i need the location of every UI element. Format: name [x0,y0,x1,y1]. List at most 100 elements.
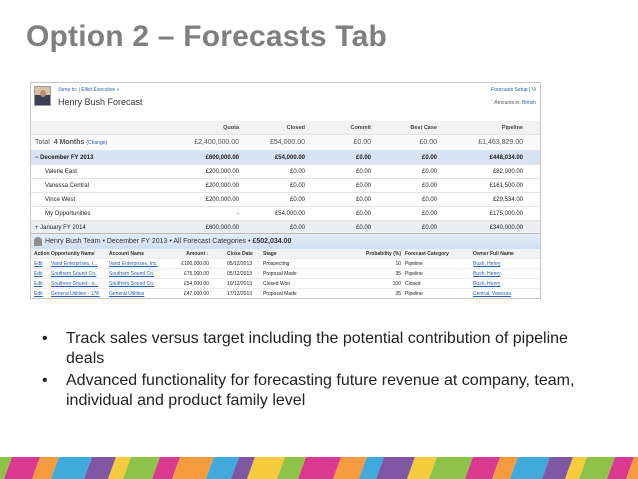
decorative-footer [0,457,638,479]
owner-link[interactable]: Bush, Henry [473,271,501,277]
owner-link[interactable]: Bush, Henry [473,281,501,287]
amount-cell: £54,000.00 [183,281,209,287]
cell-closed: £0.00 [289,225,305,231]
row-label: Valerie East [45,169,77,175]
account-link[interactable]: Southern Sound Co. [109,271,155,277]
cell-best-case: £0.00 [421,197,437,203]
footer-stripe [298,457,341,479]
opportunity-link[interactable]: Southern Sound Co. [51,271,97,277]
opportunity-link[interactable]: Vand Enterprises, I... [51,261,98,267]
opportunity-link[interactable]: Southern Sound - n... [51,281,99,287]
th-forecast-category[interactable]: Forecast Category [405,251,449,257]
footer-stripe [565,457,587,479]
grid-row[interactable]: Vanessa Central £200,000.00 £0.00 £0.00 … [31,179,540,193]
total-text: Total [35,139,50,146]
owner-link[interactable]: Central, Vanessa [473,291,511,297]
amount-cell: £75,000.00 [183,271,209,277]
cell-best-case: £0.00 [421,225,437,231]
close-date-cell: 17/12/2013 [227,291,253,297]
forecast-category-cell: Pipeline [405,271,423,277]
th-stage[interactable]: Stage [263,251,277,257]
cell-closed: £0.00 [289,197,305,203]
bullet-item: • Advanced functionality for forecasting… [40,371,600,411]
slide-title: Option 2 – Forecasts Tab [26,20,387,53]
change-period-link[interactable]: (Change) [86,140,108,146]
cell-pipeline: £82,000.00 [492,169,523,175]
close-date-cell: 05/12/2013 [227,261,253,267]
account-link[interactable]: General Utilities [109,291,145,297]
table-row: Edit Southern Sound - n... Southern Soun… [31,279,540,289]
footer-stripe [492,457,518,479]
th-account[interactable]: Account Name [109,251,145,257]
footer-stripe [359,457,384,479]
table-row: Edit General Utilities - 17K General Uti… [31,289,540,298]
footer-stripe [51,457,92,479]
team-panel: Henry Bush Team • December FY 2013 • All… [31,233,540,298]
footer-stripe [206,457,239,479]
cell-pipeline: £340,000.00 [489,225,523,231]
amounts-currency-link[interactable]: British [522,100,536,106]
bullet-text: Advanced functionality for forecasting f… [66,372,575,409]
footer-stripe [0,457,12,479]
cell-quota: £200,000.00 [205,197,239,203]
footer-stripe [429,457,473,479]
th-close-date[interactable]: Close Date [227,251,253,257]
col-pipeline: Pipeline [501,125,523,131]
forecast-category-cell: Pipeline [405,261,423,267]
cell-closed: £0.00 [289,169,305,175]
th-probability[interactable]: Probability (%) [365,251,401,257]
team-icon [34,237,42,246]
total-label: Total 4 Months (Change) [35,135,107,150]
cell-pipeline: £29,534.00 [492,197,523,203]
grid-row[interactable]: Valerie East £200,000.00 £0.00 £0.00 £0.… [31,165,540,179]
grid-header-row: Quota Closed Commit Best Case Pipeline [31,121,540,135]
grid-total-row: Total 4 Months (Change) £2,400,000.00 £5… [31,135,540,151]
cell-closed: £54,000.00 [274,155,305,161]
cell-pipeline: £448,034.00 [489,155,523,161]
edit-link[interactable]: Edit [34,291,43,297]
jump-to-link[interactable]: Jump to: | Elliot Executive » [58,87,120,93]
grid-row[interactable]: Vince West £200,000.00 £0.00 £0.00 £0.00… [31,193,540,207]
forecasts-setup-link[interactable]: Forecasts Setup | Vi [491,87,536,93]
cell-best-case: £0.00 [421,183,437,189]
probability-cell: 35 [395,271,401,277]
opportunity-link[interactable]: General Utilities - 17K [51,291,100,297]
th-opportunity[interactable]: Opportunity Name [51,251,95,257]
team-panel-header: Henry Bush Team • December FY 2013 • All… [31,234,540,249]
amount-cell: £47,000.00 [183,291,209,297]
cell-commit: £0.00 [355,183,371,189]
total-quota: £2,400,000.00 [194,139,239,146]
grid-row[interactable]: My Opportunities - £54,000.00 £0.00 £0.0… [31,207,540,221]
cell-best-case: £0.00 [421,169,437,175]
edit-link[interactable]: Edit [34,271,43,277]
cell-quota: £200,000.00 [205,169,239,175]
row-label: − December FY 2013 [35,155,94,161]
owner-link[interactable]: Bush, Henry [473,261,501,267]
footer-stripe [123,457,160,479]
footer-stripe [84,457,116,479]
footer-stripe [277,457,306,479]
th-amount[interactable]: Amount ↓ [186,251,209,257]
team-title: Henry Bush Team • December FY 2013 • All… [45,238,251,245]
footer-stripe [579,457,615,479]
cell-commit: £0.00 [355,197,371,203]
forecast-name: Henry Bush Forecast [58,97,143,107]
footer-stripe [32,457,59,479]
stage-cell: Closed Won [263,281,291,287]
avatar [34,86,51,106]
grid-row-month[interactable]: − December FY 2013 £600,000.00 £54,000.0… [31,151,540,165]
footer-stripe [465,457,500,479]
edit-link[interactable]: Edit [34,281,43,287]
account-link[interactable]: Southern Sound Co. [109,281,155,287]
col-closed: Closed [286,125,305,131]
probability-cell: 10 [395,261,401,267]
th-owner[interactable]: Owner Full Name [473,251,514,257]
cell-quota: £200,000.00 [205,183,239,189]
th-action: Action [34,251,50,257]
account-link[interactable]: Vand Enterprises, Inc. [109,261,158,267]
close-date-cell: 10/12/2013 [227,281,253,287]
forecast-category-cell: Pipeline [405,291,423,297]
amounts-label: Amounts in: [494,100,521,106]
footer-stripe [607,457,634,479]
edit-link[interactable]: Edit [34,261,43,267]
